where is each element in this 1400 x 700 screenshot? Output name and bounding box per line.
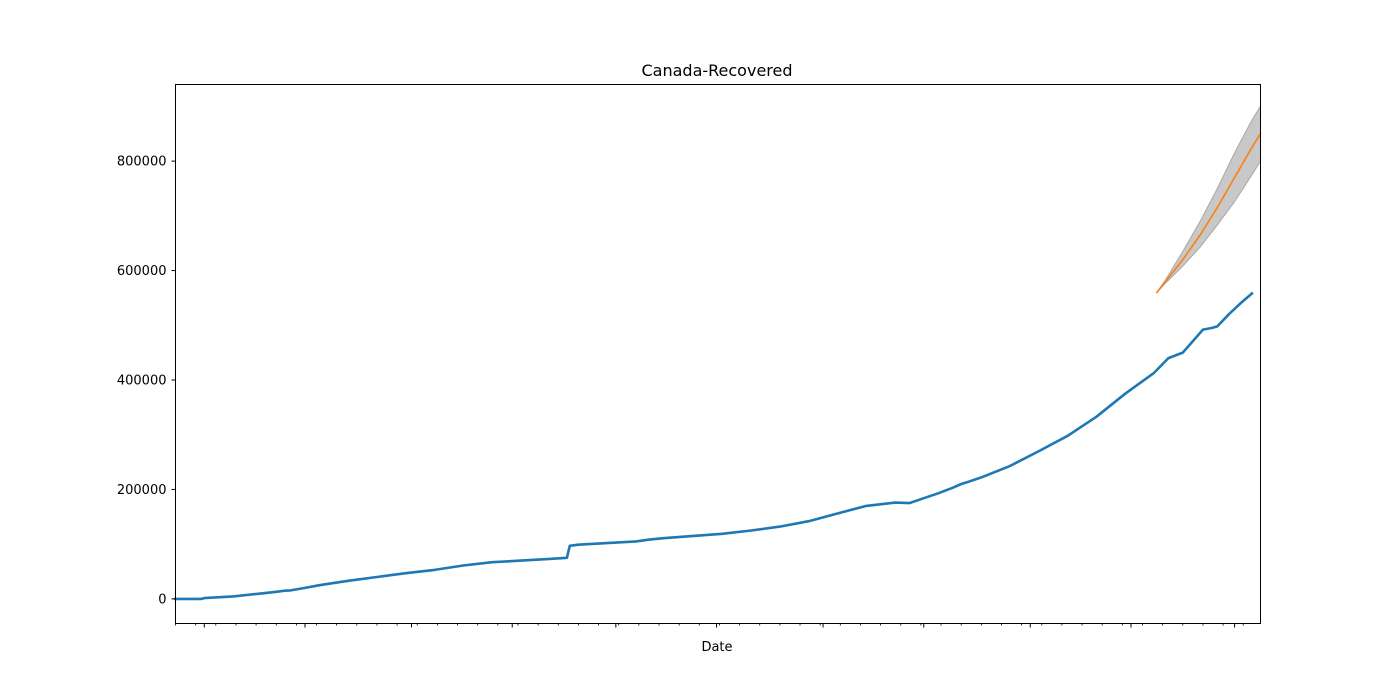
y-tick-label: 200000 [117, 483, 167, 498]
series-layer [174, 132, 1262, 601]
x-axis [175, 623, 1244, 628]
series-line-2 [1155, 132, 1262, 294]
plot-frame [175, 84, 1261, 624]
y-tick-label: 800000 [117, 155, 167, 170]
y-tick-label: 0 [158, 592, 166, 607]
chart-title: Canada-Recovered [641, 61, 792, 80]
series-line-1 [174, 291, 1254, 601]
confidence-band-layer [1156, 104, 1261, 293]
y-tick-label: 600000 [117, 264, 167, 279]
confidence-band [1156, 104, 1261, 293]
x-axis-label: Date [701, 640, 732, 655]
y-axis: 0 200000 400000 600000 800000 [117, 155, 176, 607]
y-tick-label: 400000 [117, 373, 167, 388]
